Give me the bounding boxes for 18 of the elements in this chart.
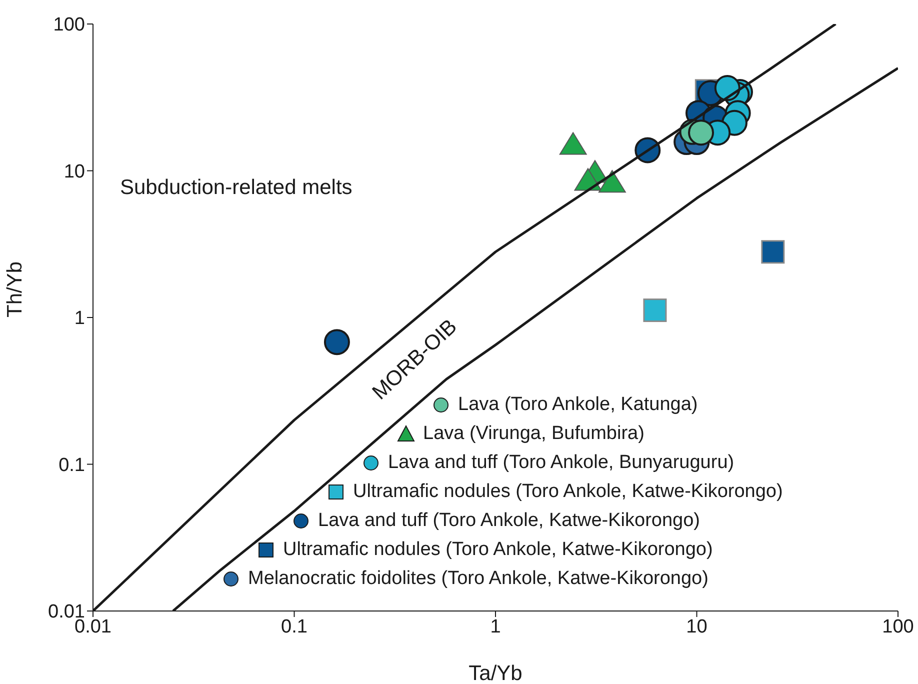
legend-label: Lava and tuff (Toro Ankole, Bunyaruguru) [388, 452, 734, 474]
y-tick-label: 100 [53, 14, 85, 36]
x-tick-label: 10 [686, 616, 708, 638]
y-tick-label: 10 [64, 161, 85, 182]
y-axis-title: Th/Yb [3, 261, 26, 318]
legend-label: Ultramafic nodules (Toro Ankole, Katwe-Kikorongo) [353, 480, 783, 502]
y-tick-label: 1 [74, 308, 85, 330]
legend-label: Lava and tuff (Toro Ankole, Katwe-Kikorongo) [318, 510, 700, 532]
legend-label: Lava (Virunga, Bufumbira) [423, 422, 644, 444]
x-axis-title: Ta/Yb [468, 662, 522, 684]
legend-label: Ultramafic nodules (Toro Ankole, Katwe-Kikorongo) [283, 538, 713, 560]
legend-label: Melanocratic foidolites (Toro Ankole, Katwe-Kikorongo) [248, 568, 708, 590]
x-tick-label: 100 [882, 616, 914, 638]
x-tick-label: 1 [490, 616, 501, 638]
legend-label: Lava (Toro Ankole, Katunga) [458, 394, 698, 416]
annotation: Subduction-related melts [120, 176, 352, 200]
x-tick-label: 0.1 [281, 616, 308, 638]
y-tick-label: 0.1 [58, 454, 85, 476]
